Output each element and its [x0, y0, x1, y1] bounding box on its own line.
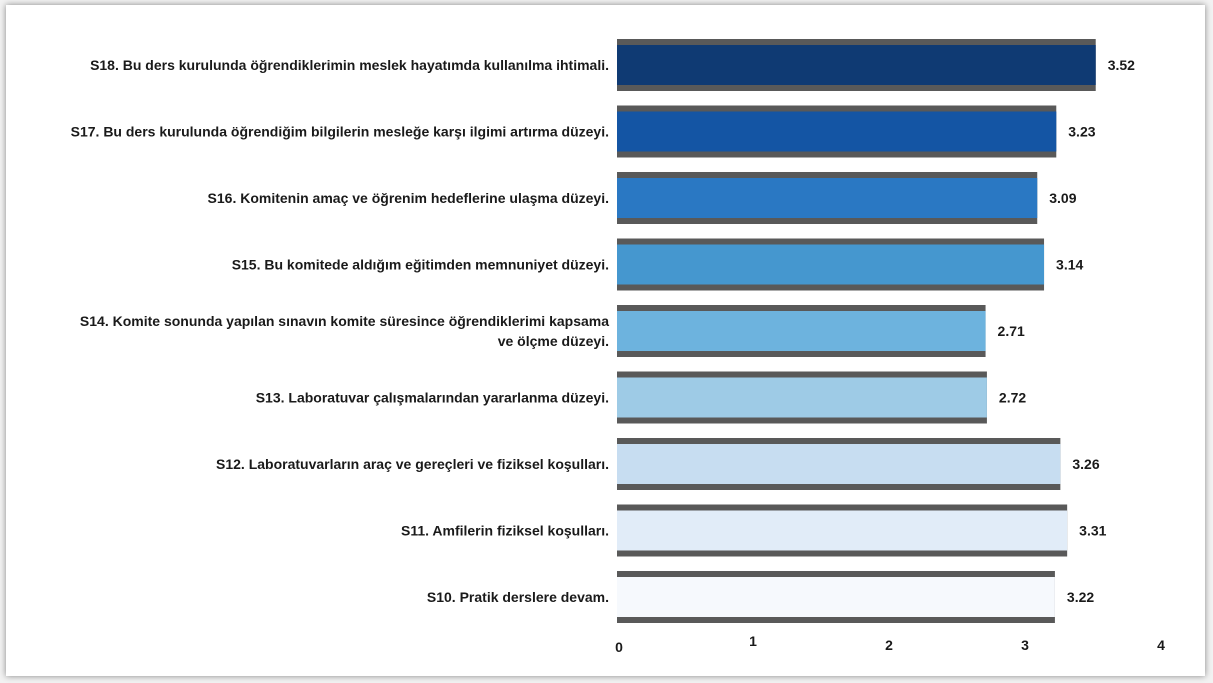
value-label: 3.52: [1108, 57, 1135, 73]
category-label: S11. Amfilerin fiziksel koşulları.: [401, 523, 609, 539]
x-tick-label: 3: [1021, 637, 1029, 653]
bar: [617, 45, 1096, 85]
bar: [617, 111, 1057, 152]
bar-chart: S18. Bu ders kurulunda öğrendiklerimin m…: [71, 39, 1165, 655]
bar: [617, 178, 1038, 218]
bar: [617, 577, 1055, 617]
bars-group: [617, 39, 1096, 623]
category-label: S14. Komite sonunda yapılan sınavın komi…: [80, 313, 609, 349]
category-labels: S18. Bu ders kurulunda öğrendiklerimin m…: [71, 57, 610, 605]
bar: [617, 510, 1068, 551]
category-label: S12. Laboratuvarların araç ve gereçleri …: [216, 456, 609, 472]
bar: [617, 377, 987, 418]
category-label: S16. Komitenin amaç ve öğrenim hedefleri…: [208, 190, 609, 206]
value-label: 3.26: [1072, 456, 1099, 472]
bar: [617, 444, 1061, 484]
bar: [617, 244, 1045, 285]
value-label: 3.14: [1056, 257, 1083, 273]
chart-frame: S18. Bu ders kurulunda öğrendiklerimin m…: [6, 5, 1205, 676]
x-tick-label: 4: [1157, 637, 1165, 653]
value-label: 3.09: [1049, 190, 1076, 206]
value-label: 2.71: [998, 323, 1025, 339]
category-label: S10. Pratik derslere devam.: [427, 589, 609, 605]
value-label: 3.23: [1068, 124, 1095, 140]
value-label: 3.31: [1079, 523, 1106, 539]
x-tick-label: 2: [885, 637, 893, 653]
x-tick-label: 1: [749, 633, 757, 649]
category-label: S15. Bu komitede aldığım eğitimden memnu…: [232, 257, 609, 273]
category-label: S13. Laboratuvar çalışmalarından yararla…: [256, 390, 609, 406]
category-label: S18. Bu ders kurulunda öğrendiklerimin m…: [90, 57, 609, 73]
value-label: 2.72: [999, 390, 1026, 406]
category-label: S17. Bu ders kurulunda öğrendiğim bilgil…: [71, 124, 609, 140]
value-label: 3.22: [1067, 589, 1094, 605]
x-tick-label: 0: [615, 639, 623, 655]
value-labels: 3.52 3.23 3.09 3.14 2.71 2.72 3.26 3.31 3.22: [998, 57, 1136, 605]
bar: [617, 311, 986, 351]
x-axis-ticks: 0 1 2 3 4: [615, 633, 1165, 655]
